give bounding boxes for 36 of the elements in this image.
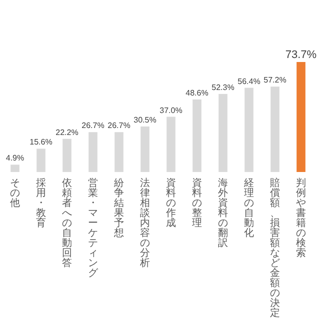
x-tick-label: 経理の自動化: [243, 178, 254, 239]
x-tick-label: その他: [10, 178, 20, 209]
data-label: 56.4%: [238, 76, 260, 86]
category-label: 賠償額、損害額など金額の決定: [270, 178, 280, 319]
bar: [140, 126, 150, 172]
bar: [114, 132, 124, 172]
category-label: 営業・マーケティング: [88, 178, 98, 279]
category-label: 法律相談内容の分析: [140, 178, 150, 269]
x-tick-label: 採用・教育: [36, 177, 46, 229]
data-label: 26.7%: [108, 121, 130, 130]
category-label: 依頼者への自動回答: [62, 178, 72, 269]
bar: [296, 62, 306, 172]
x-tick-label: 判例や書籍の検索: [296, 177, 306, 259]
data-label: 57.2%: [264, 76, 286, 85]
x-tick-label: 資料の整理: [192, 177, 202, 229]
bar: [36, 148, 46, 172]
data-label: 4.9%: [6, 154, 24, 163]
bar: [62, 138, 72, 172]
data-label: 22.2%: [56, 128, 78, 137]
bar: [166, 116, 176, 172]
data-label: 15.6%: [30, 138, 52, 147]
x-tick-label: 資料の作成: [165, 177, 176, 229]
data-label: 52.3%: [212, 82, 234, 92]
x-tick-label: 海外資料の翻訳: [218, 177, 228, 249]
bar: [218, 94, 228, 172]
bar: [192, 99, 202, 172]
bar: [270, 86, 280, 172]
data-label: 73.7%: [285, 49, 317, 61]
bar: [10, 164, 20, 172]
data-label: 48.6%: [186, 88, 208, 98]
data-label: 26.7%: [82, 121, 104, 130]
bar: [88, 132, 98, 172]
data-label: 37.0%: [160, 106, 182, 115]
data-label: 30.5%: [134, 115, 156, 124]
bar: [244, 88, 254, 172]
x-tick-label: 紛争結果予想: [113, 178, 124, 239]
